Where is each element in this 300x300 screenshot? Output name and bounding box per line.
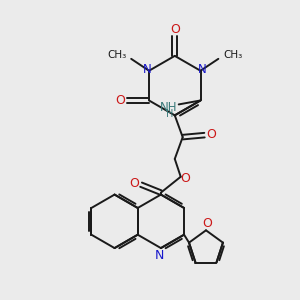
Text: N: N (198, 63, 207, 76)
Text: O: O (181, 172, 190, 185)
Text: CH₃: CH₃ (223, 50, 242, 60)
Text: CH₃: CH₃ (107, 50, 126, 60)
Text: N: N (143, 63, 152, 76)
Text: O: O (129, 177, 139, 190)
Text: NH: NH (160, 101, 178, 114)
Text: O: O (116, 94, 125, 107)
Text: O: O (202, 217, 212, 230)
Text: N: N (155, 248, 165, 262)
Text: O: O (170, 22, 180, 36)
Text: O: O (206, 128, 216, 141)
Text: H: H (166, 109, 173, 119)
